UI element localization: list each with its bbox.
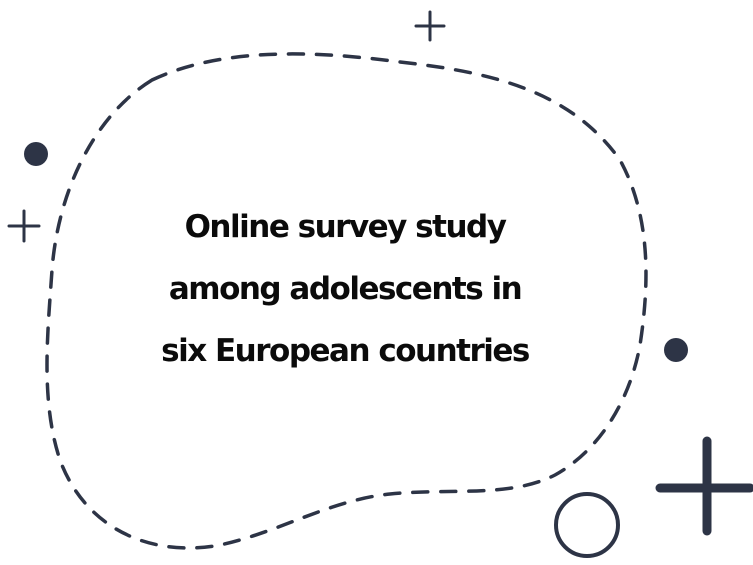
title-line-2: among adolescents in [168, 271, 523, 307]
circle-outline-icon [554, 492, 620, 558]
dot-icon [24, 142, 48, 166]
plus-icon [655, 436, 753, 536]
plus-icon [414, 10, 446, 42]
dot-icon [664, 338, 688, 362]
dashed-blob-outline [45, 52, 648, 550]
title: Online survey study among adolescents in… [120, 196, 570, 382]
plus-icon [7, 209, 41, 243]
title-line-1: Online survey study [184, 209, 507, 245]
title-line-3: six European countries [161, 333, 530, 369]
